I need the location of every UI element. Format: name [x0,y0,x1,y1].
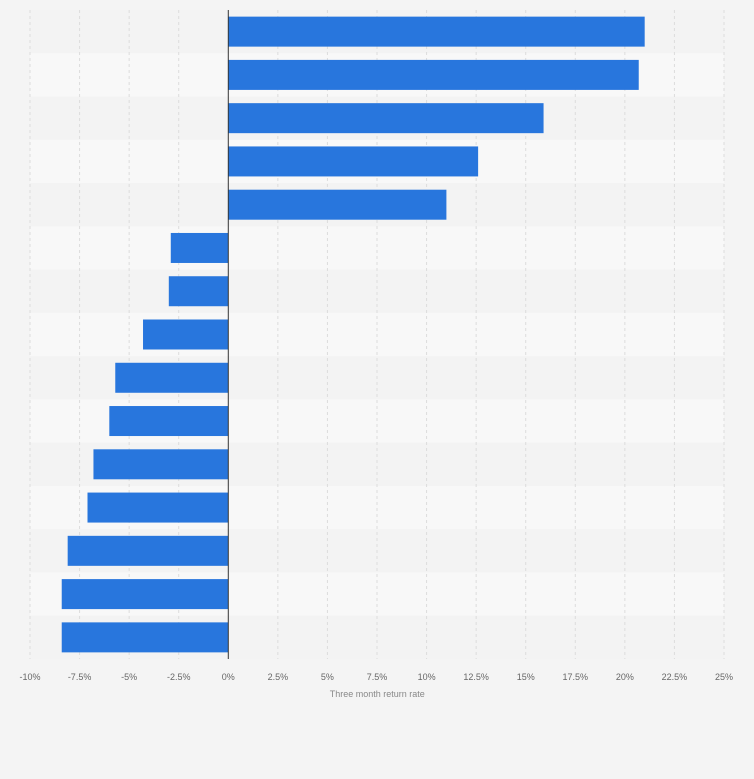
bar [168,276,229,307]
x-axis-title: Three month return rate [330,689,425,699]
bar [115,362,229,393]
bar [143,319,229,350]
bar [228,189,447,220]
bar [228,103,544,134]
x-tick-label: 25% [715,672,733,682]
x-tick-label: 20% [616,672,634,682]
bar [61,579,229,610]
x-tick-label: -5% [121,672,137,682]
bar [228,16,645,47]
x-tick-label: 7.5% [367,672,388,682]
x-tick-label: 10% [418,672,436,682]
x-tick-label: -7.5% [68,672,92,682]
bar [228,146,479,177]
bar [61,622,229,653]
bars [61,16,645,653]
x-tick-label: 5% [321,672,334,682]
bar [87,492,229,523]
x-tick-label: 17.5% [563,672,589,682]
x-tick-label: 0% [222,672,235,682]
x-tick-label: 15% [517,672,535,682]
x-tick-label: 2.5% [268,672,289,682]
x-tick-label: 22.5% [662,672,688,682]
bar [67,535,229,566]
bar [93,449,229,480]
bar [109,406,229,437]
x-tick-label: -2.5% [167,672,191,682]
bar [228,59,639,90]
x-tick-label: -10% [19,672,40,682]
x-axis-tick-labels: -10% -7.5% -5% -2.5% 0% 2.5% 5% 7.5% 10% 12.5% 15%… [19,672,733,682]
x-tick-label: 12.5% [463,672,489,682]
bar [170,232,229,263]
